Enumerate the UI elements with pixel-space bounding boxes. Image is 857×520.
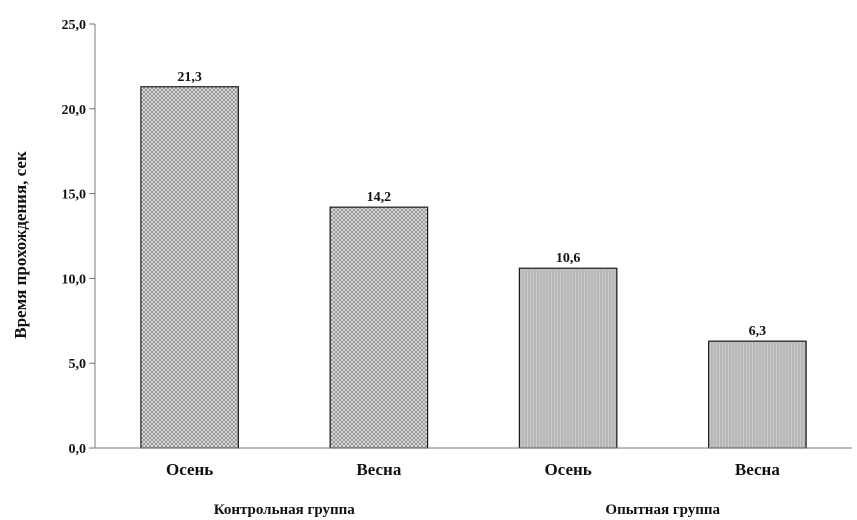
x-group-label: Контрольная группа <box>214 502 356 518</box>
x-group-label: Опытная группа <box>605 502 720 518</box>
bar-value-label: 14,2 <box>367 190 392 205</box>
x-category-label: Весна <box>356 460 401 479</box>
bar <box>708 340 807 449</box>
bar-value-label: 10,6 <box>556 251 581 266</box>
bar <box>329 206 429 449</box>
bar <box>518 267 618 449</box>
y-tick-label: 25,0 <box>62 18 87 33</box>
y-axis-title: Время прохождения, сек <box>11 151 30 339</box>
x-category-label: Осень <box>166 460 213 479</box>
group-labels: Контрольная группа Опытная группа <box>214 502 721 518</box>
y-tick-label: 10,0 <box>62 272 87 287</box>
y-tick-label: 0,0 <box>69 442 87 457</box>
bar-series <box>140 86 807 449</box>
y-tick-label: 20,0 <box>62 103 87 118</box>
bar-value-label: 6,3 <box>749 324 767 339</box>
category-labels: Осень Весна Осень Весна <box>166 460 780 479</box>
x-category-label: Осень <box>544 460 591 479</box>
y-tick-label: 5,0 <box>69 357 87 372</box>
y-axis-ticks: 0,0 5,0 10,0 15,0 20,0 25,0 <box>62 18 95 457</box>
value-labels: 21,3 14,2 10,6 6,3 <box>177 70 766 339</box>
bar <box>140 86 239 449</box>
x-category-label: Весна <box>735 460 780 479</box>
bar-value-label: 21,3 <box>177 70 202 85</box>
y-tick-label: 15,0 <box>62 188 87 203</box>
